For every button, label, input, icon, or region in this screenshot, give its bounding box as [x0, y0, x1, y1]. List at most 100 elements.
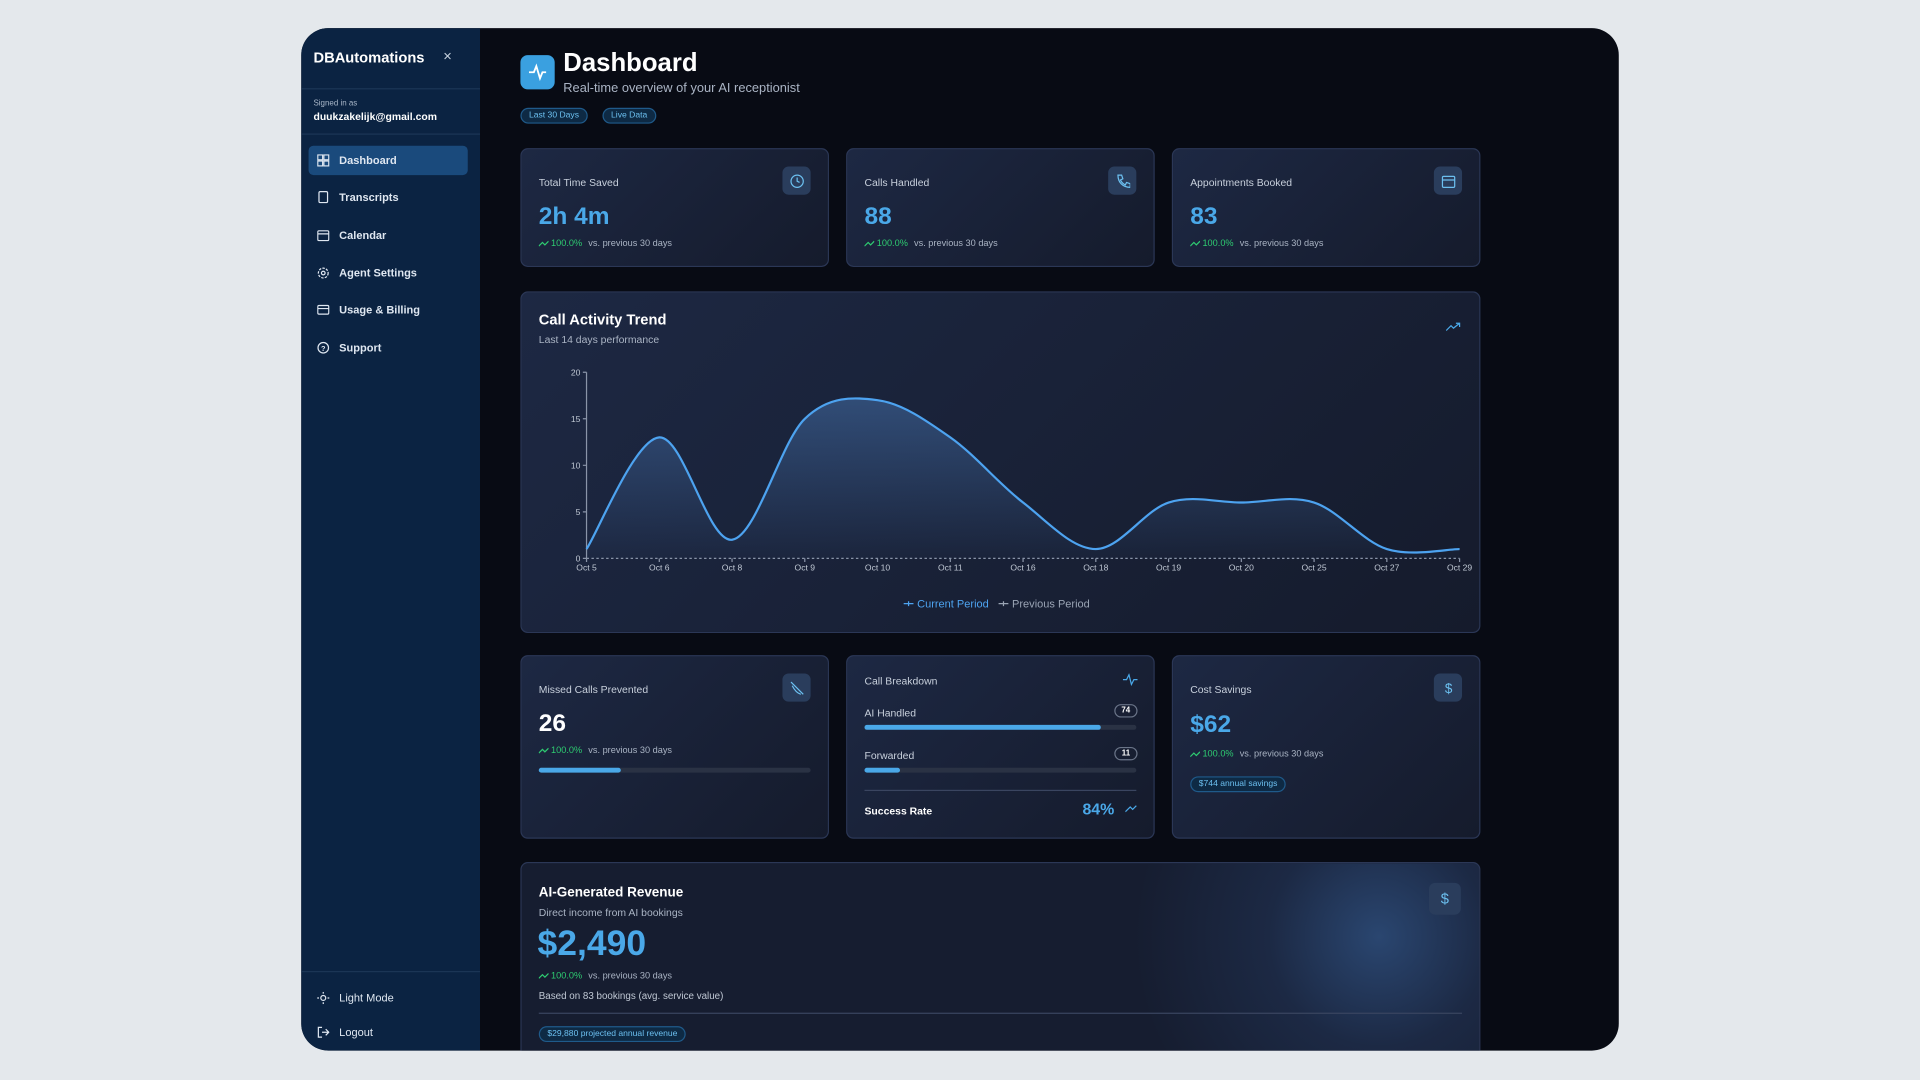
brand: DBAutomations	[313, 48, 425, 67]
card-label: Call Breakdown	[864, 674, 938, 687]
nav-label: Light Mode	[339, 991, 394, 1005]
progress-bar	[538, 767, 621, 773]
line	[585, 397, 1460, 554]
chart-card: Call Activity Trend Last 14 days perform…	[520, 291, 1481, 634]
icon	[317, 267, 329, 279]
x-tick-label: Oct 5	[576, 563, 597, 573]
bar-track	[864, 724, 1137, 730]
x-tick-label: Oct 11	[938, 563, 963, 573]
x-tick-label: Oct 29	[1447, 563, 1472, 573]
legend-icon	[903, 601, 914, 607]
row-label: Forwarded	[864, 749, 915, 762]
y-tick-label: 5	[576, 507, 581, 517]
icon	[538, 972, 549, 979]
x-tick-label: Oct 10	[865, 563, 890, 573]
revenue-value: $2,490	[537, 924, 647, 964]
revenue-subtitle: Direct income from AI bookings	[538, 906, 683, 919]
app-window: DBAutomations × Signed in as duukzakelij…	[301, 28, 1619, 1051]
icon	[538, 240, 549, 246]
card-value: 88	[864, 203, 892, 231]
x-tick-label: Oct 6	[649, 563, 670, 573]
legend-label: Current Period	[917, 598, 989, 610]
x-tick-label: Oct 25	[1301, 563, 1326, 573]
change-note: vs. previous 30 days	[914, 237, 998, 249]
chart: 0 5 10 15 20 Oct 5 Oct 6 Oct 8 Oct 9 Oct 10 Oct 11…	[571, 367, 1473, 610]
card-change: 100.0% vs. previous 30 days	[538, 744, 673, 756]
x-tick-label: Oct 18	[1083, 563, 1108, 573]
change-note: vs. previous 30 days	[588, 744, 673, 756]
y-tick-label: 10	[571, 460, 581, 470]
icon	[1125, 805, 1137, 813]
revenue-card: AI-Generated Revenue Direct income from …	[520, 862, 1481, 1051]
nav-item[interactable]: Light Mode	[309, 983, 468, 1012]
change-value: 100.0%	[1202, 237, 1234, 249]
bar	[864, 767, 900, 773]
page-subtitle: Real-time overview of your AI receptioni…	[563, 80, 800, 96]
nav-label: Logout	[339, 1026, 373, 1039]
nav-label: Usage & Billing	[339, 303, 421, 316]
sidebar: DBAutomations × Signed in as duukzakelij…	[301, 28, 481, 1051]
row-label: AI Handled	[864, 706, 916, 719]
divider	[301, 88, 481, 90]
card-label: Total Time Saved	[538, 176, 619, 189]
stat-card: Calls Handled 88 100.0% vs. previous 30 day…	[846, 148, 1155, 267]
svg-text:$: $	[1444, 680, 1452, 694]
card-icon	[1108, 166, 1137, 195]
bar-track	[864, 767, 1137, 773]
success-rate: 84%	[1082, 799, 1115, 818]
nav-item[interactable]: Usage & Billing	[309, 295, 468, 324]
area	[586, 398, 1460, 559]
card-change: 100.0% vs. previous 30 days	[1190, 748, 1323, 759]
change-value: 100.0%	[876, 237, 908, 249]
icon: $	[1444, 680, 1452, 694]
badge-text: Live Data	[611, 111, 648, 121]
nav-label: Support	[339, 341, 382, 354]
card-label: Appointments Booked	[1190, 176, 1293, 189]
icon	[1190, 240, 1201, 246]
divider	[301, 133, 481, 135]
x-tick-label: Oct 9	[795, 563, 816, 573]
call-breakdown-card: Call Breakdown Success Rate 84% AI Handl…	[846, 655, 1155, 839]
nav-item[interactable]: Transcripts	[309, 182, 468, 211]
legend-label: Previous Period	[1012, 598, 1090, 610]
y-tick-label: 0	[576, 553, 581, 563]
nav-item[interactable]: Dashboard	[308, 145, 468, 176]
divider	[538, 1012, 1463, 1014]
nav-label: Calendar	[339, 228, 387, 242]
progress-track	[538, 767, 811, 773]
x-tick-label: Oct 19	[1156, 563, 1181, 573]
badge: $744 annual savings	[1190, 776, 1286, 793]
legend-icon	[998, 601, 1009, 607]
icon	[528, 63, 547, 82]
nav-item[interactable]: Logout	[309, 1018, 468, 1047]
card-change: 100.0% vs. previous 30 days	[538, 238, 672, 249]
card-label: Calls Handled	[864, 176, 930, 189]
icon	[1190, 750, 1201, 757]
signed-in-label: Signed in as	[313, 99, 358, 108]
change-value: 100.0%	[551, 969, 583, 981]
bar	[864, 724, 1102, 730]
divider	[864, 789, 1137, 792]
x-tick-label: Oct 16	[1010, 563, 1035, 573]
nav-item[interactable]: ? Support	[309, 333, 468, 362]
nav-label: Dashboard	[339, 154, 397, 167]
badge: Live Data	[602, 107, 656, 124]
close-button[interactable]: ×	[443, 47, 452, 65]
badge: $29,880 projected annual revenue	[538, 1026, 687, 1043]
trend-icon	[1446, 322, 1461, 332]
header-icon	[520, 55, 555, 90]
icon: $	[1441, 892, 1449, 906]
nav-item[interactable]: Agent Settings	[309, 258, 468, 287]
icon	[317, 154, 330, 167]
card-label: Cost Savings	[1190, 683, 1252, 696]
stat-card: Appointments Booked 83 100.0% vs. previous …	[1171, 148, 1481, 267]
card-change: 100.0% vs. previous 30 days	[538, 969, 672, 981]
card-value: 26	[538, 710, 567, 738]
card-value: $62	[1190, 711, 1232, 739]
nav-item[interactable]: Calendar	[309, 220, 468, 249]
card-value: 83	[1190, 203, 1218, 231]
card-icon: $	[1428, 882, 1461, 915]
card-icon: $	[1433, 673, 1463, 702]
revenue-title: AI-Generated Revenue	[538, 885, 684, 901]
